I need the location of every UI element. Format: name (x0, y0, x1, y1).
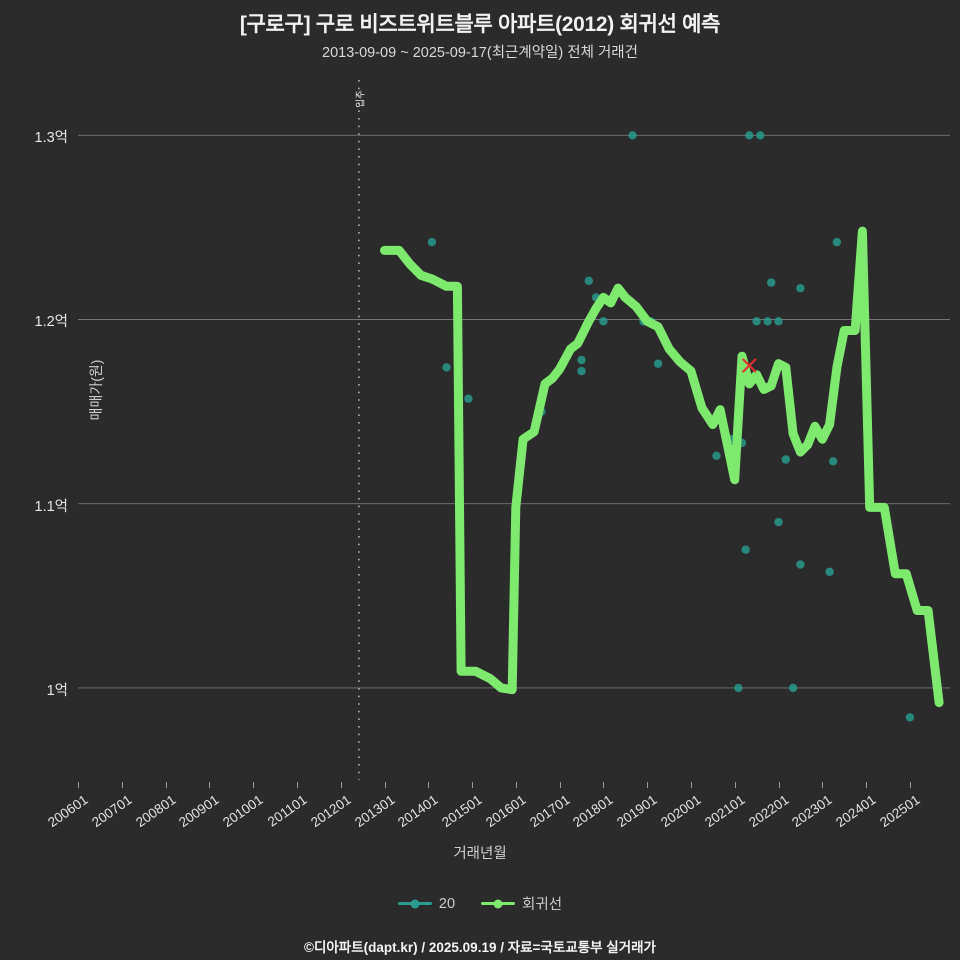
y-tick-label: 1.2억 (34, 314, 69, 331)
x-tick-label: 201301 (351, 792, 398, 831)
footer-credit: ©디아파트(dapt.kr) / 2025.09.19 / 자료=국토교통부 실… (304, 940, 656, 955)
x-tick-mark (866, 782, 868, 788)
x-tick-label: 201201 (307, 792, 354, 831)
x-tick-label: 200801 (132, 792, 179, 831)
x-tick-mark (340, 782, 342, 788)
x-tick-label: 201901 (614, 792, 660, 831)
x-tick-label: 202501 (876, 792, 923, 831)
x-tick-mark (78, 782, 79, 788)
latest-contract-marker-icon (742, 358, 757, 373)
y-tick-label: 1억 (46, 682, 68, 699)
x-tick-mark (253, 782, 255, 788)
legend-item-regression[interactable]: 회귀선 (481, 893, 562, 914)
move-in-annotation-label: 입주 (355, 90, 367, 108)
chart-canvas (78, 80, 950, 780)
chart-legend: 20 회귀선 (0, 893, 960, 914)
legend-label: 회귀선 (522, 897, 563, 913)
x-tick-mark (822, 782, 824, 788)
x-tick-mark (472, 782, 473, 788)
legend-swatch-icon (481, 899, 516, 908)
x-tick-label: 202401 (833, 792, 879, 831)
x-tick-mark (209, 782, 211, 788)
x-tick-label: 202201 (745, 792, 792, 831)
x-tick-label: 201701 (526, 792, 573, 831)
x-tick-label: 201801 (570, 792, 616, 831)
x-tick-mark (691, 782, 692, 788)
x-tick-label: 200701 (88, 792, 135, 831)
x-tick-mark (734, 782, 736, 788)
x-axis-ticks: 200601 200701 200801 200901 201001 201101 2012… (45, 782, 950, 866)
x-tick-label: 202301 (789, 792, 835, 831)
x-tick-label: 202101 (701, 792, 748, 831)
x-tick-mark (428, 782, 430, 788)
legend-item-scatter[interactable]: 20 (397, 895, 456, 912)
x-tick-mark (909, 782, 911, 788)
x-tick-mark (384, 782, 386, 788)
x-tick-mark (559, 782, 561, 788)
x-axis-label: 거래년월 (453, 846, 507, 862)
y-tick-label: 1.1억 (34, 498, 69, 515)
x-tick-mark (647, 782, 649, 788)
x-tick-label: 202001 (658, 792, 704, 831)
x-tick-label: 201401 (395, 792, 441, 831)
x-tick-label: 201601 (482, 792, 529, 831)
x-tick-mark (296, 782, 298, 788)
x-tick-mark (603, 782, 605, 788)
x-tick-mark (121, 782, 123, 788)
legend-marker-icon (410, 899, 420, 908)
x-tick-label: 201501 (439, 792, 485, 831)
legend-swatch-icon (397, 899, 432, 908)
y-tick-label: 1.3억 (34, 130, 69, 147)
x-tick-mark (778, 782, 780, 788)
plot-area: 매매가(원) 1억 1.1억 1.2억 1.3억 입주 (35, 80, 950, 780)
legend-label: 20 (438, 895, 456, 912)
x-tick-mark (165, 782, 167, 788)
x-tick-mark (515, 782, 517, 788)
x-tick-label: 201001 (220, 792, 266, 831)
page-subtitle: 2013-09-09 ~ 2025-09-17(최근계약일) 전체 거래건 (322, 45, 638, 61)
x-tick-label: 200601 (45, 792, 91, 831)
x-tick-label: 200901 (176, 792, 222, 831)
x-tick-label: 201101 (264, 792, 310, 830)
legend-marker-icon (493, 899, 503, 908)
page-title: [구로구] 구로 비즈트위트블루 아파트(2012) 회귀선 예측 (239, 13, 721, 36)
